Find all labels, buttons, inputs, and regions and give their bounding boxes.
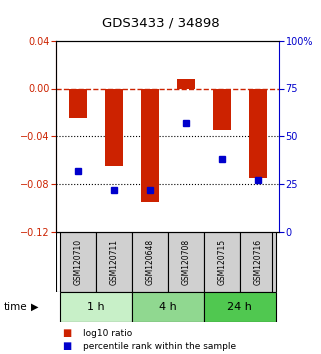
Text: GSM120715: GSM120715 (217, 239, 226, 285)
Text: time: time (3, 302, 27, 312)
Bar (69, 88, 87, 118)
Bar (177, 79, 195, 88)
Text: GSM120711: GSM120711 (109, 239, 118, 285)
Text: GSM120716: GSM120716 (253, 239, 262, 285)
Text: ■: ■ (63, 341, 72, 351)
Bar (60, 232, 96, 292)
Text: GDS3433 / 34898: GDS3433 / 34898 (102, 17, 219, 29)
Bar (132, 292, 204, 322)
Text: ▶: ▶ (30, 302, 38, 312)
Bar (204, 292, 276, 322)
Bar (141, 88, 159, 202)
Text: percentile rank within the sample: percentile rank within the sample (83, 342, 237, 351)
Text: GSM120648: GSM120648 (145, 239, 154, 285)
Bar (96, 232, 132, 292)
Bar (240, 232, 276, 292)
Bar (168, 232, 204, 292)
Bar (105, 88, 123, 166)
Bar (204, 232, 240, 292)
Text: GSM120708: GSM120708 (181, 239, 190, 285)
Text: 24 h: 24 h (227, 302, 252, 312)
Text: 4 h: 4 h (159, 302, 177, 312)
Bar (213, 88, 231, 130)
Bar (132, 232, 168, 292)
Bar (60, 292, 132, 322)
Text: GSM120710: GSM120710 (73, 239, 82, 285)
Text: 1 h: 1 h (87, 302, 105, 312)
Text: ■: ■ (63, 329, 72, 338)
Bar (249, 88, 267, 178)
Text: log10 ratio: log10 ratio (83, 329, 133, 338)
